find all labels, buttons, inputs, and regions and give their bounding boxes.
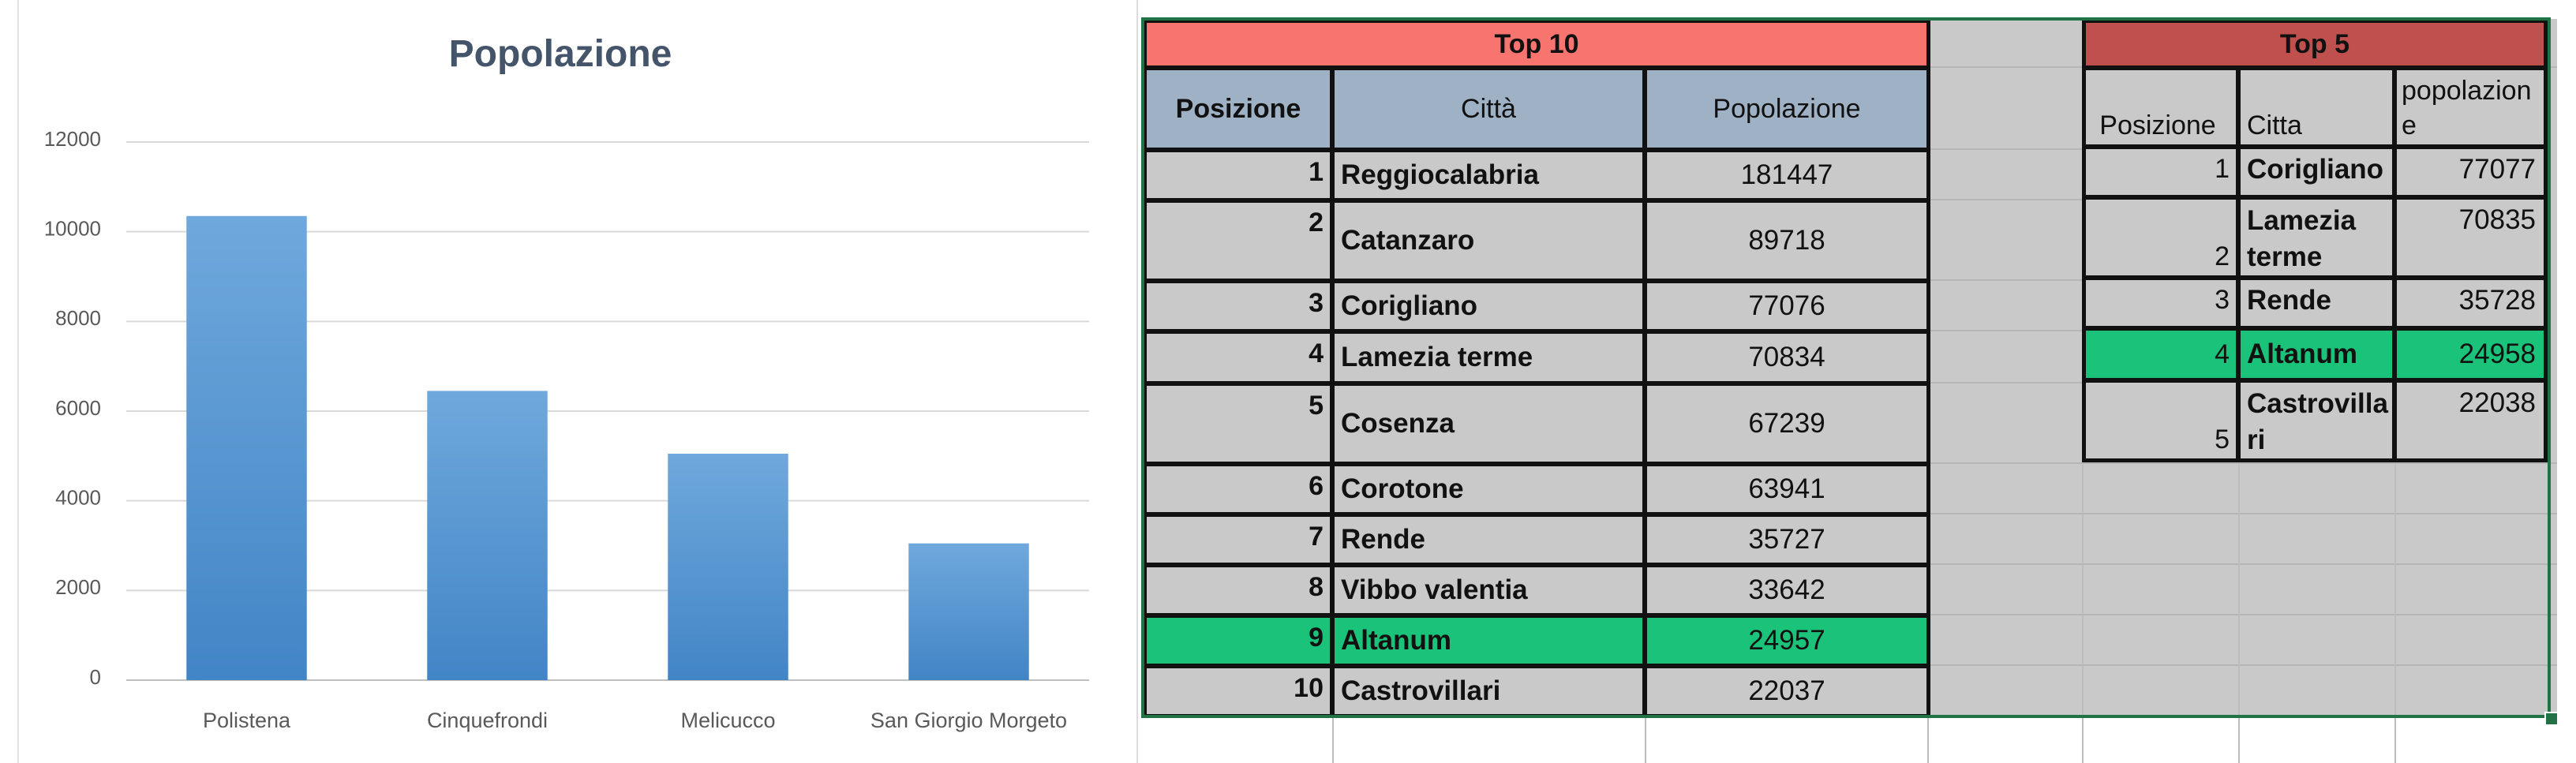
top10-pop-cell[interactable]: 63941: [1643, 462, 1930, 516]
top5-pop-cell[interactable]: 70835: [2393, 196, 2548, 279]
top10-pop-cell[interactable]: 77076: [1643, 279, 1930, 333]
top5-city-cell[interactable]: Castrovillari: [2237, 379, 2396, 462]
gridline: [1927, 199, 2082, 200]
y-tick-label: 6000: [55, 396, 101, 420]
top10-pop-cell-highlight[interactable]: 24957: [1643, 614, 1930, 668]
top10-pos-cell[interactable]: 4: [1143, 330, 1334, 385]
gridline: [1927, 513, 2557, 514]
bar-melicucco[interactable]: [668, 453, 788, 680]
top5-pop-cell[interactable]: 35728: [2393, 276, 2548, 330]
top5-pos-cell[interactable]: 3: [2082, 276, 2240, 330]
gridline: [1927, 382, 2082, 383]
top10-pos-cell[interactable]: 1: [1143, 148, 1334, 202]
top5-pos-cell[interactable]: 1: [2082, 145, 2240, 199]
chart-border: [17, 0, 19, 763]
top5-pop-cell[interactable]: 22038: [2393, 379, 2548, 462]
top5-pos-cell[interactable]: 2: [2082, 196, 2240, 279]
x-category-label: Polistena: [203, 709, 291, 732]
top5-pos-cell[interactable]: 5: [2082, 379, 2240, 462]
top5-pop-cell[interactable]: 77077: [2393, 145, 2548, 199]
top10-pos-cell[interactable]: 10: [1143, 664, 1334, 718]
top10-pos-cell[interactable]: 3: [1143, 279, 1334, 333]
gridline: [1927, 279, 2082, 281]
top10-city-cell[interactable]: Rende: [1331, 513, 1646, 567]
bars: [186, 215, 1029, 680]
y-tick-label: 10000: [44, 217, 101, 241]
bar-san-giorgio-morgeto[interactable]: [908, 543, 1029, 680]
top10-city-cell[interactable]: Corigliano: [1331, 279, 1646, 333]
top5-pos-cell-highlight[interactable]: 4: [2082, 327, 2240, 382]
y-tick-label: 12000: [44, 127, 101, 151]
bar-polistena[interactable]: [186, 215, 307, 680]
y-tick-label: 4000: [55, 486, 101, 510]
top10-pop-cell[interactable]: 35727: [1643, 513, 1930, 567]
gridline: [1927, 462, 2557, 464]
top10-title[interactable]: Top 10: [1143, 19, 1930, 69]
header-popolazione[interactable]: Popolazione: [1643, 66, 1930, 151]
top10-city-cell[interactable]: Castrovillari: [1331, 664, 1646, 718]
gridline: [1927, 614, 2557, 615]
top5-city-cell[interactable]: Corigliano: [2237, 145, 2396, 199]
header-citta[interactable]: Città: [1331, 66, 1646, 151]
fill-handle[interactable]: [2544, 712, 2559, 726]
top5-header-popolazione[interactable]: popolazione: [2393, 66, 2548, 148]
y-axis-labels: 0 2000 4000 6000 8000 10000 12000: [44, 127, 101, 689]
top10-pos-cell[interactable]: 8: [1143, 563, 1334, 617]
top10-pop-cell[interactable]: 22037: [1643, 664, 1930, 718]
top10-pos-cell[interactable]: 6: [1143, 462, 1334, 516]
top5-city-cell[interactable]: Lamezia terme: [2237, 196, 2396, 279]
y-tick-label: 2000: [55, 575, 101, 599]
x-category-label: Melicucco: [680, 709, 775, 732]
top10-city-cell[interactable]: Catanzaro: [1331, 199, 1646, 282]
top5-pop-cell-highlight[interactable]: 24958: [2393, 327, 2548, 382]
header-posizione[interactable]: Posizione: [1143, 66, 1334, 151]
top10-pop-cell[interactable]: 89718: [1643, 199, 1930, 282]
chart-title: Popolazione: [449, 33, 672, 75]
top5-header-posizione[interactable]: Posizione: [2082, 66, 2240, 148]
chart-panel[interactable]: Popolazione 0 2000 4000 6000 8000 10000 12000 …: [0, 0, 1105, 763]
top5-city-cell[interactable]: Rende: [2237, 276, 2396, 330]
top10-pop-cell[interactable]: 70834: [1643, 330, 1930, 385]
top10-city-cell[interactable]: Lamezia terme: [1331, 330, 1646, 385]
top10-city-cell[interactable]: Corotone: [1331, 462, 1646, 516]
top5-header-citta[interactable]: Citta: [2237, 66, 2396, 148]
top10-city-cell[interactable]: Vibbo valentia: [1331, 563, 1646, 617]
gridline: [1927, 563, 2557, 565]
x-category-label: San Giorgio Morgeto: [871, 709, 1067, 732]
top10-city-cell[interactable]: Cosenza: [1331, 382, 1646, 466]
x-category-label: Cinquefrondi: [427, 709, 548, 732]
gridline: [1927, 148, 2082, 150]
gridline: [1927, 330, 2082, 331]
top10-pop-cell[interactable]: 67239: [1643, 382, 1930, 466]
top5-title[interactable]: Top 5: [2082, 19, 2548, 69]
top10-pos-cell[interactable]: 7: [1143, 513, 1334, 567]
y-tick-label: 0: [90, 665, 101, 689]
gridline: [1927, 664, 2557, 666]
bar-chart[interactable]: Popolazione 020004000600080001000012000 …: [0, 0, 1105, 763]
top10-pos-cell[interactable]: 5: [1143, 382, 1334, 466]
top10-pop-cell[interactable]: 33642: [1643, 563, 1930, 617]
x-axis-labels: Polistena Cinquefrondi Melicucco San Giorgi…: [203, 709, 1067, 732]
top10-pos-cell[interactable]: 2: [1143, 199, 1334, 282]
pane-divider: [1136, 0, 1138, 763]
top10-pos-cell-highlight[interactable]: 9: [1143, 614, 1334, 668]
bar-cinquefrondi[interactable]: [427, 391, 548, 680]
top10-city-cell-highlight[interactable]: Altanum: [1331, 614, 1646, 668]
top10-pop-cell[interactable]: 181447: [1643, 148, 1930, 202]
y-tick-label: 8000: [55, 306, 101, 330]
top5-city-cell-highlight[interactable]: Altanum: [2237, 327, 2396, 382]
top10-city-cell[interactable]: Reggiocalabria: [1331, 148, 1646, 202]
